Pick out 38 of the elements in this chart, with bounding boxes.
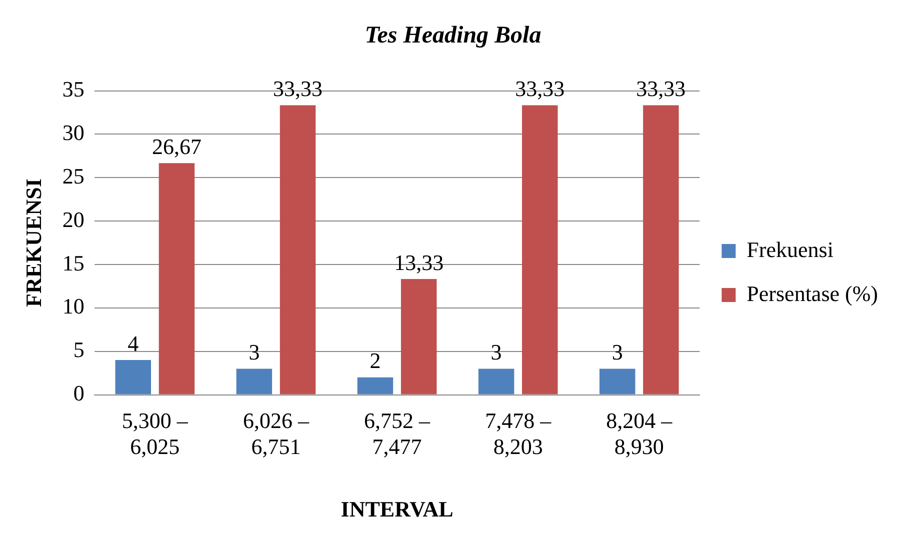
data-label: 33,33 xyxy=(273,76,323,102)
legend-label: Frekuensi xyxy=(746,236,834,262)
y-tick-label: 0 xyxy=(73,380,84,406)
data-label: 26,67 xyxy=(152,134,202,159)
bar xyxy=(478,368,514,394)
x-tick-label: 7,478 – 8,203 xyxy=(485,408,552,460)
x-tick-label: 6,752 – 7,477 xyxy=(364,408,432,460)
y-tick-label: 30 xyxy=(62,120,84,146)
data-label: 3 xyxy=(612,340,623,365)
data-label: 4 xyxy=(128,330,139,356)
bar xyxy=(643,105,679,394)
bar xyxy=(280,105,316,394)
data-label: 13,33 xyxy=(394,250,444,275)
data-label: 33,33 xyxy=(515,76,565,102)
y-tick-label: 5 xyxy=(73,337,84,362)
y-tick-label: 15 xyxy=(62,250,84,276)
bar xyxy=(599,368,636,394)
y-tick-label: 10 xyxy=(62,294,84,319)
data-label: 3 xyxy=(490,340,502,365)
y-tick-label: 20 xyxy=(62,206,84,232)
bar xyxy=(115,360,152,394)
bar xyxy=(400,279,437,394)
y-tick-label: 25 xyxy=(62,163,84,188)
y-tick-label: 35 xyxy=(62,76,84,102)
data-label: 3 xyxy=(248,340,260,365)
y-axis-title: FREKUENSI xyxy=(20,178,46,307)
legend-label: Persentase (%) xyxy=(746,280,878,306)
data-label: 33,33 xyxy=(636,76,686,102)
bar xyxy=(357,377,394,394)
bar xyxy=(522,105,558,394)
x-axis-title: INTERVAL xyxy=(340,496,454,522)
x-tick-label: 6,026 – 6,751 xyxy=(242,408,310,460)
chart-title: Tes Heading Bola xyxy=(364,22,542,49)
bar xyxy=(236,368,272,394)
x-tick-label: 8,204 – 8,930 xyxy=(606,408,674,460)
bar xyxy=(158,163,195,394)
data-label: 2 xyxy=(370,348,381,374)
x-tick-label: 5,300 – 6,025 xyxy=(122,408,189,460)
